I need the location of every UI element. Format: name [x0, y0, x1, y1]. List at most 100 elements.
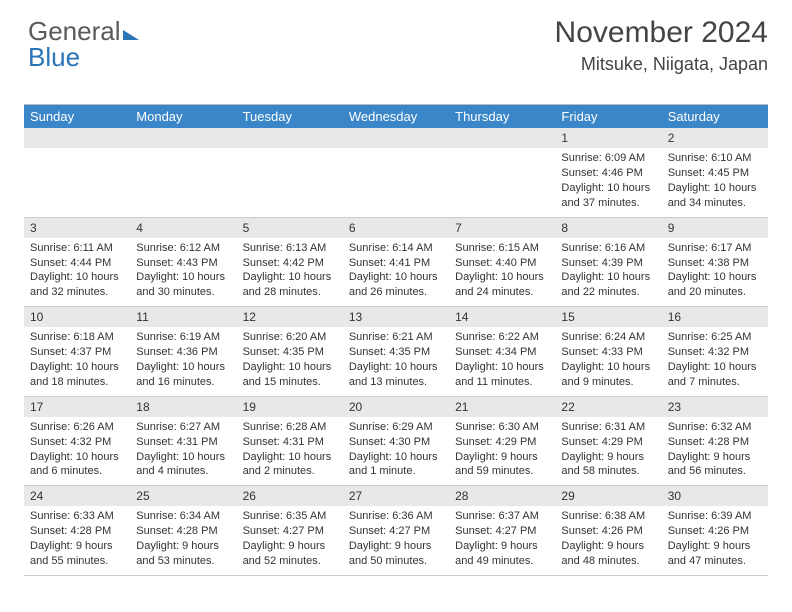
daylight-text: Daylight: 10 hours and 22 minutes.	[561, 270, 655, 300]
sunset-text: Sunset: 4:41 PM	[349, 256, 443, 271]
sunset-text: Sunset: 4:32 PM	[30, 435, 124, 450]
calendar-day: 8Sunrise: 6:16 AMSunset: 4:39 PMDaylight…	[555, 218, 661, 308]
calendar-day-empty	[343, 128, 449, 218]
daylight-text: Daylight: 9 hours and 48 minutes.	[561, 539, 655, 569]
sunset-text: Sunset: 4:34 PM	[455, 345, 549, 360]
daylight-text: Daylight: 10 hours and 34 minutes.	[668, 181, 762, 211]
daylight-text: Daylight: 9 hours and 56 minutes.	[668, 450, 762, 480]
logo-triangle-icon	[123, 30, 139, 40]
day-number: 17	[24, 397, 130, 417]
calendar-day-empty	[24, 128, 130, 218]
calendar-day: 22Sunrise: 6:31 AMSunset: 4:29 PMDayligh…	[555, 397, 661, 487]
calendar-day: 5Sunrise: 6:13 AMSunset: 4:42 PMDaylight…	[237, 218, 343, 308]
calendar-day: 30 Sunrise: 6:39 AMSunset: 4:26 PMDayligh…	[662, 486, 768, 576]
daylight-text: Daylight: 10 hours and 24 minutes.	[455, 270, 549, 300]
daylight-text: Daylight: 10 hours and 11 minutes.	[455, 360, 549, 390]
sunset-text: Sunset: 4:28 PM	[668, 435, 762, 450]
calendar-day: 2Sunrise: 6:10 AMSunset: 4:45 PMDaylight…	[662, 128, 768, 218]
sunset-text: Sunset: 4:42 PM	[243, 256, 337, 271]
sunset-text: Sunset: 4:30 PM	[349, 435, 443, 450]
sunset-text: Sunset: 4:35 PM	[349, 345, 443, 360]
sunset-text: Sunset: 4:46 PM	[561, 166, 655, 181]
weekday-sat: Saturday	[662, 105, 768, 128]
daylight-text: Daylight: 10 hours and 18 minutes.	[30, 360, 124, 390]
sunset-text: Sunset: 4:44 PM	[30, 256, 124, 271]
sunrise-text: Sunrise: 6:15 AM	[455, 241, 549, 256]
sunset-text: Sunset: 4:33 PM	[561, 345, 655, 360]
sunrise-text: Sunrise: 6:36 AM	[349, 509, 443, 524]
day-number: 14	[449, 307, 555, 327]
calendar-day: 29 Sunrise: 6:38 AMSunset: 4:26 PMDayligh…	[555, 486, 661, 576]
daylight-text: Daylight: 10 hours and 26 minutes.	[349, 270, 443, 300]
day-number-empty	[343, 128, 449, 148]
day-number: 12	[237, 307, 343, 327]
sunset-text: Sunset: 4:37 PM	[30, 345, 124, 360]
day-number: 7	[449, 218, 555, 238]
weekday-tue: Tuesday	[237, 105, 343, 128]
sunrise-text: Sunrise: 6:12 AM	[136, 241, 230, 256]
sunset-text: Sunset: 4:27 PM	[349, 524, 443, 539]
month-title: November 2024	[555, 16, 768, 50]
day-number: 22	[555, 397, 661, 417]
sunrise-text: Sunrise: 6:39 AM	[668, 509, 762, 524]
daylight-text: Daylight: 10 hours and 16 minutes.	[136, 360, 230, 390]
day-number: 13	[343, 307, 449, 327]
sunrise-text: Sunrise: 6:11 AM	[30, 241, 124, 256]
location: Mitsuke, Niigata, Japan	[555, 54, 768, 75]
daylight-text: Daylight: 10 hours and 28 minutes.	[243, 270, 337, 300]
calendar-day: 28Sunrise: 6:37 AMSunset: 4:27 PMDayligh…	[449, 486, 555, 576]
weekday-mon: Monday	[130, 105, 236, 128]
calendar-day-empty	[237, 128, 343, 218]
calendar-day: 6Sunrise: 6:14 AMSunset: 4:41 PMDaylight…	[343, 218, 449, 308]
sunset-text: Sunset: 4:31 PM	[243, 435, 337, 450]
sunrise-text: Sunrise: 6:27 AM	[136, 420, 230, 435]
sunrise-text: Sunrise: 6:10 AM	[668, 151, 762, 166]
sunset-text: Sunset: 4:38 PM	[668, 256, 762, 271]
weekday-header: Sunday Monday Tuesday Wednesday Thursday…	[24, 105, 768, 128]
logo-text-2: Blue	[28, 42, 80, 72]
sunset-text: Sunset: 4:26 PM	[668, 524, 762, 539]
day-number: 9	[662, 218, 768, 238]
weekday-wed: Wednesday	[343, 105, 449, 128]
day-number: 30	[662, 486, 768, 506]
sunrise-text: Sunrise: 6:33 AM	[30, 509, 124, 524]
logo: General Blue	[28, 18, 139, 70]
day-number: 8	[555, 218, 661, 238]
day-number: 28	[449, 486, 555, 506]
sunrise-text: Sunrise: 6:30 AM	[455, 420, 549, 435]
calendar-week: 17 Sunrise: 6:26 AMSunset: 4:32 PM Dayligh…	[24, 397, 768, 487]
sunset-text: Sunset: 4:35 PM	[243, 345, 337, 360]
day-number: 19	[237, 397, 343, 417]
sunrise-text: Sunrise: 6:24 AM	[561, 330, 655, 345]
calendar-day: 4Sunrise: 6:12 AMSunset: 4:43 PMDaylight…	[130, 218, 236, 308]
header: November 2024 Mitsuke, Niigata, Japan	[555, 16, 768, 75]
daylight-text: Daylight: 10 hours and 32 minutes.	[30, 270, 124, 300]
sunset-text: Sunset: 4:31 PM	[136, 435, 230, 450]
day-number: 15	[555, 307, 661, 327]
calendar-week: 3Sunrise: 6:11 AMSunset: 4:44 PMDaylight…	[24, 218, 768, 308]
day-number: 3	[24, 218, 130, 238]
sunset-text: Sunset: 4:32 PM	[668, 345, 762, 360]
calendar-day: 25Sunrise: 6:34 AMSunset: 4:28 PMDayligh…	[130, 486, 236, 576]
weekday-sun: Sunday	[24, 105, 130, 128]
daylight-text: Daylight: 10 hours and 13 minutes.	[349, 360, 443, 390]
weekday-fri: Friday	[555, 105, 661, 128]
daylight-text: Daylight: 9 hours and 58 minutes.	[561, 450, 655, 480]
day-number: 29	[555, 486, 661, 506]
calendar-day-empty	[449, 128, 555, 218]
sunset-text: Sunset: 4:27 PM	[455, 524, 549, 539]
sunrise-text: Sunrise: 6:32 AM	[668, 420, 762, 435]
sunrise-text: Sunrise: 6:26 AM	[30, 420, 124, 435]
sunrise-text: Sunrise: 6:29 AM	[349, 420, 443, 435]
sunrise-text: Sunrise: 6:38 AM	[561, 509, 655, 524]
sunset-text: Sunset: 4:26 PM	[561, 524, 655, 539]
daylight-text: Daylight: 10 hours and 9 minutes.	[561, 360, 655, 390]
calendar-day: 16Sunrise: 6:25 AMSunset: 4:32 PMDayligh…	[662, 307, 768, 397]
daylight-text: Daylight: 9 hours and 53 minutes.	[136, 539, 230, 569]
sunrise-text: Sunrise: 6:25 AM	[668, 330, 762, 345]
daylight-text: Daylight: 9 hours and 47 minutes.	[668, 539, 762, 569]
sunset-text: Sunset: 4:27 PM	[243, 524, 337, 539]
calendar-day: 23Sunrise: 6:32 AMSunset: 4:28 PMDayligh…	[662, 397, 768, 487]
day-number: 11	[130, 307, 236, 327]
sunrise-text: Sunrise: 6:37 AM	[455, 509, 549, 524]
